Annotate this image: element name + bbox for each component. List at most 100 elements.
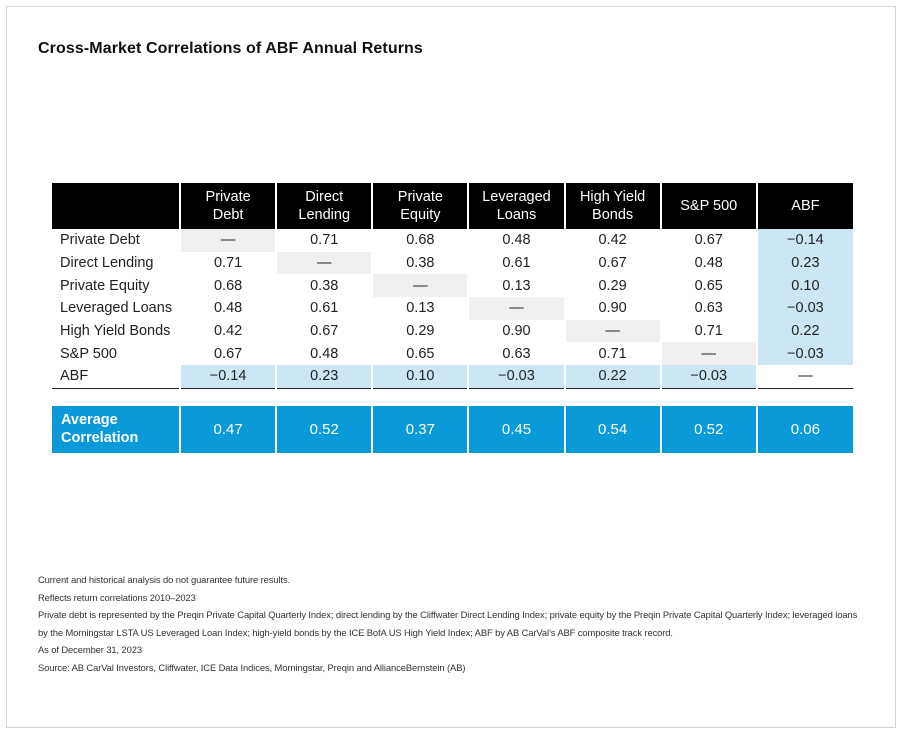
row-label: S&P 500 <box>60 345 117 362</box>
correlation-cell: 0.42 <box>179 319 277 343</box>
correlation-cell: 0.23 <box>275 365 373 389</box>
correlation-cell: 0.48 <box>659 251 757 275</box>
column-header: High Yield Bonds <box>563 183 661 229</box>
footnotes: Current and historical analysis do not g… <box>38 571 863 676</box>
column-header-line: Debt <box>212 207 244 223</box>
table-row: S&P 500 0.67 0.48 0.65 0.63 0.71— −0.03 <box>52 342 853 366</box>
correlation-cell: 0.22 <box>563 365 661 389</box>
column-header-line: S&P 500 <box>680 198 738 214</box>
correlation-cell: 0.29 <box>563 274 661 298</box>
correlation-cell: — <box>563 319 661 343</box>
footnote-as-of-date: As of December 31, 2023 <box>38 644 143 655</box>
average-cell: 0.54 <box>563 405 661 453</box>
correlation-cell: 0.10 <box>371 365 469 389</box>
average-cell: 0.37 <box>371 405 469 453</box>
correlation-cell: — <box>755 365 853 389</box>
correlation-cell: 0.71 <box>275 229 373 252</box>
correlation-cell: — <box>659 342 757 366</box>
correlation-cell: — <box>179 229 277 252</box>
correlation-cell: 0.90 <box>563 297 661 320</box>
row-label: Direct Lending <box>60 255 154 272</box>
correlation-cell: 0.65 <box>371 342 469 366</box>
column-header-line: Equity <box>400 207 441 223</box>
correlation-cell: 0.38 <box>371 251 469 275</box>
row-label: High Yield Bonds <box>60 323 171 340</box>
footnote-period: Reflects return correlations 2010–2023 <box>38 591 196 603</box>
table-spacer <box>52 388 853 406</box>
average-label-line: Average <box>61 412 118 429</box>
table-row: High Yield Bonds 0.42 0.67 0.29 0.90—0.71 0.2… <box>52 319 853 343</box>
column-header-line: ABF <box>791 198 820 214</box>
correlation-cell: −0.03 <box>659 365 757 389</box>
average-row: Average Correlation 0.47 0.52 0.37 0.45 0.54 0.… <box>52 405 853 453</box>
row-label: Private Equity <box>60 277 150 294</box>
correlation-cell: 0.13 <box>371 297 469 320</box>
column-header: Direct Lending <box>275 183 373 229</box>
correlation-cell: 0.67 <box>179 342 277 366</box>
correlation-cell: −0.03 <box>755 342 853 366</box>
correlation-cell: 0.71 <box>563 342 661 366</box>
column-header-line: Lending <box>298 207 351 223</box>
column-header: ABF <box>755 183 853 229</box>
correlation-cell: 0.67 <box>275 319 373 343</box>
column-header-line: High Yield <box>579 189 646 205</box>
spacer-cell <box>52 388 853 406</box>
correlation-cell: 0.90 <box>467 319 565 343</box>
correlation-cell: 0.63 <box>467 342 565 366</box>
row-label: ABF <box>52 365 181 389</box>
correlation-cell: — <box>371 274 469 298</box>
average-label-line: Correlation <box>61 430 139 447</box>
table-row: Private Debt —0.71 0.68 0.48 0.42 0.67 −0.14 <box>52 229 853 252</box>
average-cell: 0.52 <box>659 405 757 453</box>
table-row: Direct Lending 0.71—0.38 0.61 0.67 0.48 0.23 <box>52 251 853 275</box>
correlation-cell: 0.23 <box>755 251 853 275</box>
average-cell: 0.52 <box>275 405 373 453</box>
column-header: Private Debt <box>179 183 277 229</box>
correlation-cell: 0.42 <box>563 229 661 252</box>
correlation-cell: 0.13 <box>467 274 565 298</box>
average-cell: 0.06 <box>755 405 853 453</box>
correlation-cell: 0.68 <box>371 229 469 252</box>
correlation-cell: 0.65 <box>659 274 757 298</box>
column-header-line: Bonds <box>592 207 634 223</box>
header-row: Private Debt Direct Lending Private Equity Lev… <box>52 183 853 229</box>
correlation-cell: 0.67 <box>563 251 661 275</box>
footnote-disclaimer: Current and historical analysis do not g… <box>38 574 291 585</box>
column-header-line: Direct <box>305 189 344 205</box>
correlation-cell: 0.71 <box>179 251 277 275</box>
correlation-cell: 0.61 <box>275 297 373 320</box>
correlation-cell: 0.71 <box>659 319 757 343</box>
table-row: ABF −0.14 0.23 0.10 −0.03 0.22 −0.03— <box>52 365 853 389</box>
correlation-cell: 0.48 <box>467 229 565 252</box>
column-header: Private Equity <box>371 183 469 229</box>
correlation-cell: −0.14 <box>179 365 277 389</box>
correlation-cell: 0.63 <box>659 297 757 320</box>
footnote-index-definitions: Private debt is represented by the Preqi… <box>38 609 858 638</box>
correlation-cell: 0.48 <box>275 342 373 366</box>
correlation-cell: 0.61 <box>467 251 565 275</box>
correlation-cell: 0.68 <box>179 274 277 298</box>
column-header-line: Private <box>205 189 251 205</box>
row-label: Leveraged Loans <box>60 300 173 317</box>
table-row: Leveraged Loans 0.48 0.61 0.13—0.90 0.63 −0.0… <box>52 297 853 320</box>
column-header: Leveraged Loans <box>467 183 565 229</box>
chart-title: Cross-Market Correlations of ABF Annual … <box>38 40 423 57</box>
table-row: Private Equity 0.68 0.38—0.13 0.29 0.65 0.10 <box>52 274 853 298</box>
correlation-cell: 0.48 <box>179 297 277 320</box>
column-header-line: Leveraged <box>482 189 551 205</box>
correlation-cell: 0.38 <box>275 274 373 298</box>
correlation-cell: — <box>275 251 373 275</box>
column-header: S&P 500 <box>659 183 757 229</box>
footnote-source: Source: AB CarVal Investors, Cliffwater,… <box>38 661 466 673</box>
column-header-line: Private <box>397 189 443 205</box>
correlation-cell: −0.14 <box>755 229 853 252</box>
correlation-cell: −0.03 <box>755 297 853 320</box>
average-cell: 0.47 <box>179 405 277 453</box>
average-cell: 0.45 <box>467 405 565 453</box>
column-header-line: Loans <box>496 207 537 223</box>
figure-frame <box>6 6 896 728</box>
correlation-cell: 0.67 <box>659 229 757 252</box>
correlation-cell: −0.03 <box>467 365 565 389</box>
correlation-cell: — <box>467 297 565 320</box>
row-label: Private Debt <box>60 232 140 249</box>
